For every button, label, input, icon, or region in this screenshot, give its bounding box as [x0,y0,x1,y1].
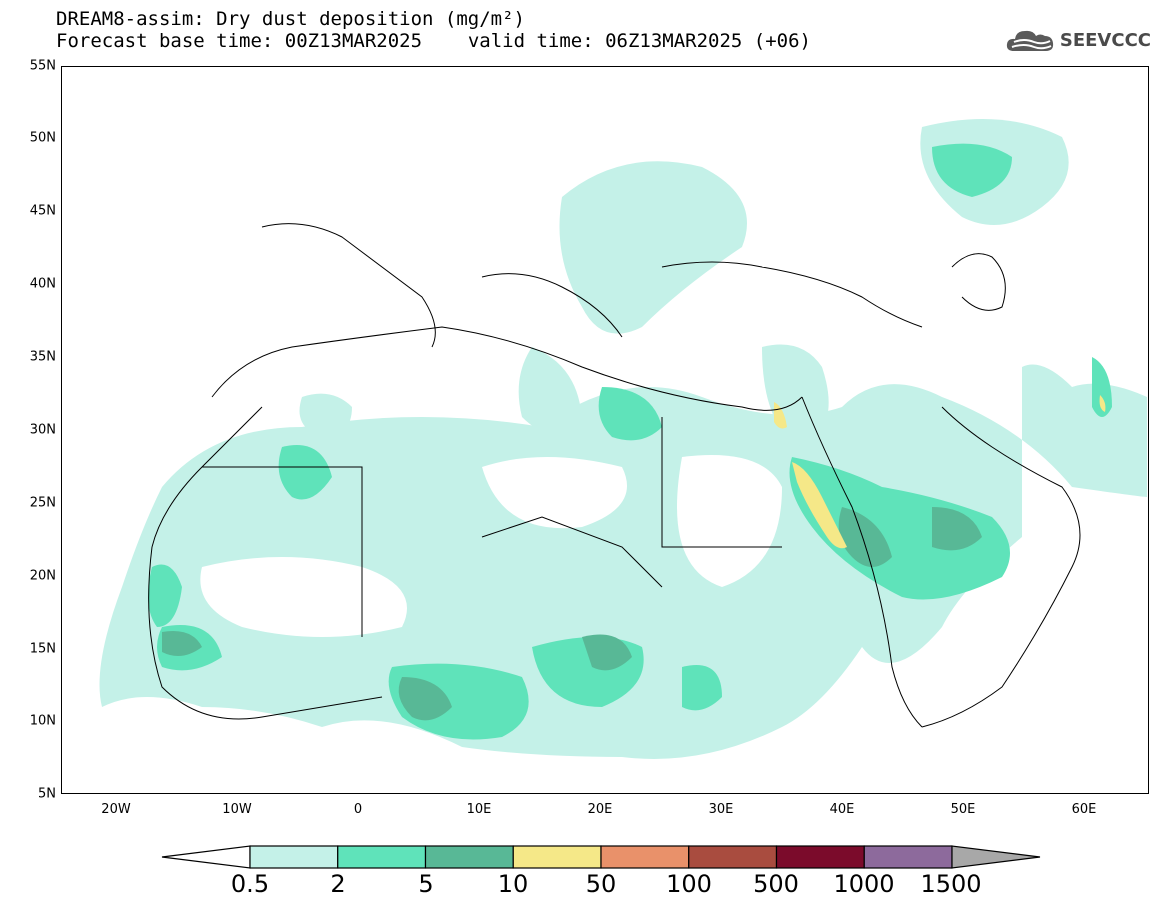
colorbar-label: 0.5 [230,870,270,898]
valid-time: valid time: 06Z13MAR2025 (+06) [467,30,811,52]
colorbar-segment [512,845,602,869]
lon-tick: 10W [222,802,252,817]
cloud-icon [1006,30,1053,51]
seevccc-logo: SEEVCCC [1004,27,1151,53]
colorbar-label: 50 [585,870,617,898]
colorbar-segment [337,845,427,869]
lat-tick: 40N [29,276,56,292]
lon-tick: 20E [587,802,613,817]
lat-tick: 5N [38,786,56,802]
colorbar-label: 1500 [920,870,982,898]
colorbar-under-arrow [161,845,251,869]
lon-tick: 50E [950,802,976,817]
title-line-1: DREAM8-assim: Dry dust deposition (mg/m²… [56,8,525,30]
colorbar-label: 1000 [833,870,895,898]
lat-tick: 20N [29,568,56,584]
lon-tick: 10E [466,802,492,817]
lat-tick: 25N [29,495,56,511]
colorbar [161,845,1041,869]
colorbar-label: 5 [418,870,434,898]
colorbar-segment [688,845,778,869]
dust-map [99,119,1147,759]
colorbar-segment [863,845,953,869]
lat-tick: 50N [29,130,56,146]
colorbar-label: 10 [497,870,529,898]
lat-tick: 30N [29,422,56,438]
chart-title: DREAM8-assim: Dry dust deposition (mg/m²… [56,8,811,52]
lat-tick: 35N [29,349,56,365]
colorbar-segment [600,845,690,869]
colorbar-label: 2 [330,870,346,898]
lat-tick: 15N [29,641,56,657]
lon-tick: 20W [101,802,131,817]
lat-tick: 10N [29,713,56,729]
lon-tick: 0 [353,802,363,817]
lon-tick: 30E [708,802,734,817]
lon-tick: 60E [1071,802,1097,817]
lat-tick: 45N [29,203,56,219]
colorbar-over-arrow [951,845,1041,869]
base-time: Forecast base time: 00Z13MAR2025 [56,30,423,52]
map-area [61,66,1149,794]
colorbar-segment [775,845,865,869]
logo-text: SEEVCCC [1059,29,1151,51]
colorbar-label: 500 [753,870,799,898]
colorbar-label: 100 [666,870,712,898]
colorbar-segment [249,845,339,869]
colorbar-segment [424,845,514,869]
lat-tick: 55N [29,58,56,74]
lon-tick: 40E [829,802,855,817]
